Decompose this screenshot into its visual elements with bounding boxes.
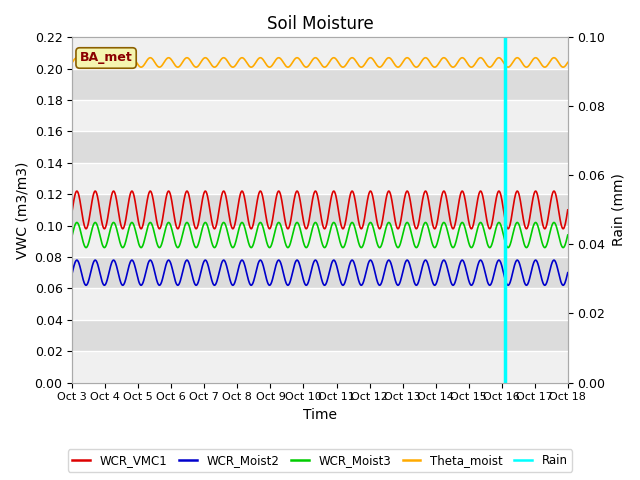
- Bar: [72, 351, 568, 383]
- Bar: [72, 320, 568, 351]
- X-axis label: Time: Time: [303, 408, 337, 422]
- Legend: WCR_VMC1, WCR_Moist2, WCR_Moist3, Theta_moist, Rain: WCR_VMC1, WCR_Moist2, WCR_Moist3, Theta_…: [68, 449, 572, 472]
- Bar: [72, 100, 568, 132]
- Bar: [72, 257, 568, 288]
- Text: BA_met: BA_met: [80, 51, 132, 64]
- Bar: [72, 226, 568, 257]
- Bar: [72, 288, 568, 320]
- Y-axis label: VWC (m3/m3): VWC (m3/m3): [15, 161, 29, 259]
- Bar: [72, 163, 568, 194]
- Bar: [72, 132, 568, 163]
- Bar: [72, 37, 568, 69]
- Y-axis label: Rain (mm): Rain (mm): [611, 173, 625, 246]
- Bar: [72, 69, 568, 100]
- Title: Soil Moisture: Soil Moisture: [267, 15, 373, 33]
- Bar: [72, 194, 568, 226]
